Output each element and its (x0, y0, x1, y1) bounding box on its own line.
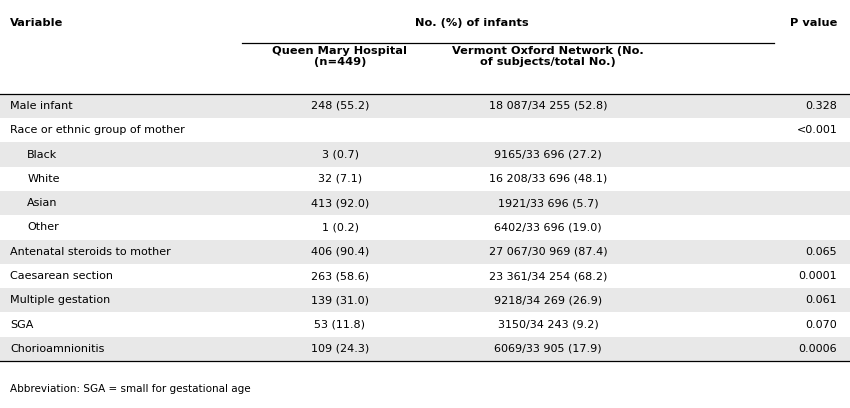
Text: <0.001: <0.001 (796, 125, 837, 135)
Text: 248 (55.2): 248 (55.2) (311, 101, 369, 111)
Text: 109 (24.3): 109 (24.3) (311, 344, 369, 354)
Text: 6069/33 905 (17.9): 6069/33 905 (17.9) (495, 344, 602, 354)
Text: 3150/34 243 (9.2): 3150/34 243 (9.2) (498, 319, 598, 330)
Text: 0.065: 0.065 (806, 247, 837, 257)
Text: 9165/33 696 (27.2): 9165/33 696 (27.2) (495, 150, 602, 160)
Text: SGA: SGA (10, 319, 34, 330)
Text: No. (%) of infants: No. (%) of infants (415, 18, 529, 29)
Text: 0.061: 0.061 (806, 295, 837, 305)
Text: 0.070: 0.070 (806, 319, 837, 330)
Text: Black: Black (27, 150, 58, 160)
Text: Race or ethnic group of mother: Race or ethnic group of mother (10, 125, 185, 135)
Text: Multiple gestation: Multiple gestation (10, 295, 111, 305)
Text: 27 067/30 969 (87.4): 27 067/30 969 (87.4) (489, 247, 608, 257)
Text: Chorioamnionitis: Chorioamnionitis (10, 344, 105, 354)
Text: Variable: Variable (10, 18, 64, 29)
Text: 18 087/34 255 (52.8): 18 087/34 255 (52.8) (489, 101, 608, 111)
FancyBboxPatch shape (0, 94, 850, 118)
Text: 9218/34 269 (26.9): 9218/34 269 (26.9) (494, 295, 603, 305)
Text: Vermont Oxford Network (No.
of subjects/total No.): Vermont Oxford Network (No. of subjects/… (452, 46, 644, 67)
Text: 23 361/34 254 (68.2): 23 361/34 254 (68.2) (489, 271, 608, 281)
Text: 0.328: 0.328 (805, 101, 837, 111)
Text: 1921/33 696 (5.7): 1921/33 696 (5.7) (498, 198, 598, 208)
Text: 16 208/33 696 (48.1): 16 208/33 696 (48.1) (489, 174, 608, 184)
Text: 32 (7.1): 32 (7.1) (318, 174, 362, 184)
Text: 0.0001: 0.0001 (799, 271, 837, 281)
Text: 53 (11.8): 53 (11.8) (314, 319, 366, 330)
Text: 3 (0.7): 3 (0.7) (321, 150, 359, 160)
Text: 1 (0.2): 1 (0.2) (321, 222, 359, 233)
FancyBboxPatch shape (0, 288, 850, 313)
Text: 263 (58.6): 263 (58.6) (311, 271, 369, 281)
Text: Antenatal steroids to mother: Antenatal steroids to mother (10, 247, 171, 257)
Text: Male infant: Male infant (10, 101, 73, 111)
Text: 406 (90.4): 406 (90.4) (311, 247, 369, 257)
FancyBboxPatch shape (0, 239, 850, 264)
Text: Asian: Asian (27, 198, 58, 208)
Text: Other: Other (27, 222, 59, 233)
Text: 139 (31.0): 139 (31.0) (311, 295, 369, 305)
Text: Caesarean section: Caesarean section (10, 271, 113, 281)
Text: 0.0006: 0.0006 (799, 344, 837, 354)
Text: 6402/33 696 (19.0): 6402/33 696 (19.0) (495, 222, 602, 233)
Text: White: White (27, 174, 60, 184)
Text: 413 (92.0): 413 (92.0) (311, 198, 369, 208)
Text: P value: P value (790, 18, 837, 29)
Text: Queen Mary Hospital
(n=449): Queen Mary Hospital (n=449) (273, 46, 407, 67)
Text: Abbreviation: SGA = small for gestational age: Abbreviation: SGA = small for gestationa… (10, 384, 251, 394)
FancyBboxPatch shape (0, 191, 850, 215)
FancyBboxPatch shape (0, 337, 850, 361)
FancyBboxPatch shape (0, 142, 850, 167)
